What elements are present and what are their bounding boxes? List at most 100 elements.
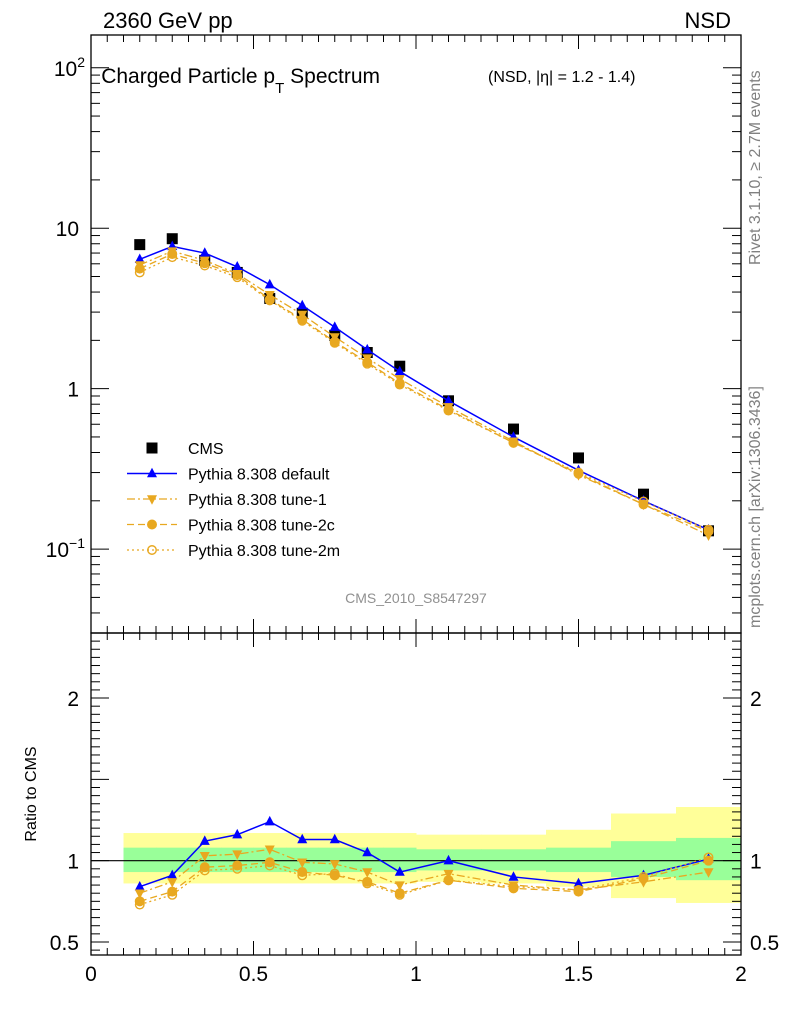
series-pythia-8-308-default <box>134 240 714 534</box>
y-tick-label: 2 <box>67 688 79 711</box>
series-line <box>139 256 709 531</box>
ratio-point <box>167 889 178 900</box>
data-point <box>134 239 146 251</box>
data-point <box>329 337 340 348</box>
chart-title: Charged Particle pT Spectrum <box>101 65 380 97</box>
series-pythia-8-308-tune-2m <box>134 252 714 535</box>
data-point <box>232 261 243 271</box>
legend-entry: CMS <box>146 441 224 458</box>
ratio-point <box>443 854 454 865</box>
data-point <box>573 467 584 478</box>
ratio-point <box>264 857 275 868</box>
chart-title-word: Spectrum <box>284 65 380 88</box>
ratio-point <box>199 835 210 845</box>
ratio-line <box>139 820 709 888</box>
y-tick-label-exponent: 2 <box>77 54 85 70</box>
data-point <box>638 499 649 510</box>
uncertainty-band-inner <box>123 847 157 873</box>
ratio-plot-area: 0.5 0.5 1 1 2 2 0 0.5 1 1.5 2 <box>50 633 779 986</box>
legend-entry: Pythia 8.308 tune-2m <box>127 543 340 560</box>
ratio-point <box>329 860 340 870</box>
ratio-point <box>134 889 145 899</box>
ratio-point <box>232 850 243 860</box>
y-tick-label-right: 1 <box>750 851 762 874</box>
ratio-point <box>573 884 584 895</box>
data-point <box>232 270 243 281</box>
ratio-point <box>264 815 275 826</box>
legend-label: Pythia 8.308 tune-2m <box>188 543 340 560</box>
legend-marker <box>147 495 157 505</box>
ratio-point <box>297 833 308 844</box>
series-line <box>139 253 709 532</box>
ratio-point <box>362 868 373 878</box>
ratio-point <box>134 880 145 891</box>
ratio-y-axis-label: Ratio to CMS <box>23 746 40 841</box>
header-collision-label: 2360 GeV pp <box>103 8 233 33</box>
data-point <box>703 524 714 535</box>
y-tick-label-right: 2 <box>750 688 762 711</box>
x-tick-label: 2 <box>735 963 747 986</box>
data-point <box>362 343 373 354</box>
ratio-point <box>508 871 519 881</box>
y-tick-label: 1 <box>67 851 79 874</box>
data-point <box>394 379 405 390</box>
ratio-point <box>264 845 275 856</box>
data-point <box>199 260 210 271</box>
chart-subtitle: (NSD, |η| = 1.2 - 1.4) <box>488 69 635 86</box>
ratio-point <box>329 868 340 879</box>
ratio-point <box>362 846 373 857</box>
data-point <box>297 299 308 310</box>
rivet-version-label: Rivet 3.1.10, ≥ 2.7M events <box>747 70 764 265</box>
ratio-point <box>443 875 454 886</box>
ratio-point <box>638 871 649 882</box>
ratio-point <box>167 869 178 880</box>
mcplots-label: mcplots.cern.ch [arXiv:1306.3436] <box>747 386 764 628</box>
data-point <box>134 253 145 264</box>
ratio-point <box>703 852 714 863</box>
ratio-series-pythia-8-308-tune-2m <box>134 852 714 910</box>
legend-marker <box>146 442 158 454</box>
series-cms <box>134 233 714 537</box>
data-point <box>638 488 649 500</box>
uncertainty-band-inner <box>156 847 189 873</box>
data-point <box>329 321 340 331</box>
data-point <box>297 315 308 326</box>
data-point <box>362 358 373 369</box>
ratio-point <box>329 833 340 844</box>
y-tick-label: 1 <box>67 379 79 402</box>
data-point <box>573 452 584 464</box>
data-point <box>166 233 178 245</box>
ratio-point <box>167 878 178 888</box>
legend: CMS Pythia 8.308 default Pythia 8.308 tune… <box>127 441 340 560</box>
legend-entry: Pythia 8.308 default <box>127 467 330 484</box>
y-tick-label: 0.5 <box>50 932 79 955</box>
data-point <box>508 437 519 448</box>
ratio-point <box>297 870 308 881</box>
header-process-label: NSD <box>685 8 731 33</box>
ratio-point <box>232 863 243 874</box>
ratio-panel: 0.5 0.5 1 1 2 2 0 0.5 1 1.5 2 Ratio to CMS <box>23 632 779 986</box>
data-point <box>199 258 210 269</box>
y-tick-label-base: 10 <box>46 539 69 562</box>
ratio-point <box>134 896 145 907</box>
ratio-line <box>139 860 709 902</box>
ratio-point <box>508 881 519 892</box>
legend-marker <box>147 519 157 530</box>
ratio-point <box>394 866 405 876</box>
ratio-point <box>232 860 243 871</box>
y-tick-label: 102 <box>54 54 85 81</box>
data-point <box>232 272 243 283</box>
series-line <box>139 250 709 536</box>
ratio-point <box>297 858 308 869</box>
y-tick-label-base: 10 <box>54 58 77 81</box>
data-point <box>167 249 178 260</box>
data-point <box>443 395 454 405</box>
uncertainty-band-inner <box>481 849 547 871</box>
ratio-point <box>394 881 405 891</box>
legend-label: Pythia 8.308 default <box>188 467 330 484</box>
ratio-point <box>264 860 275 871</box>
data-point <box>638 496 649 507</box>
